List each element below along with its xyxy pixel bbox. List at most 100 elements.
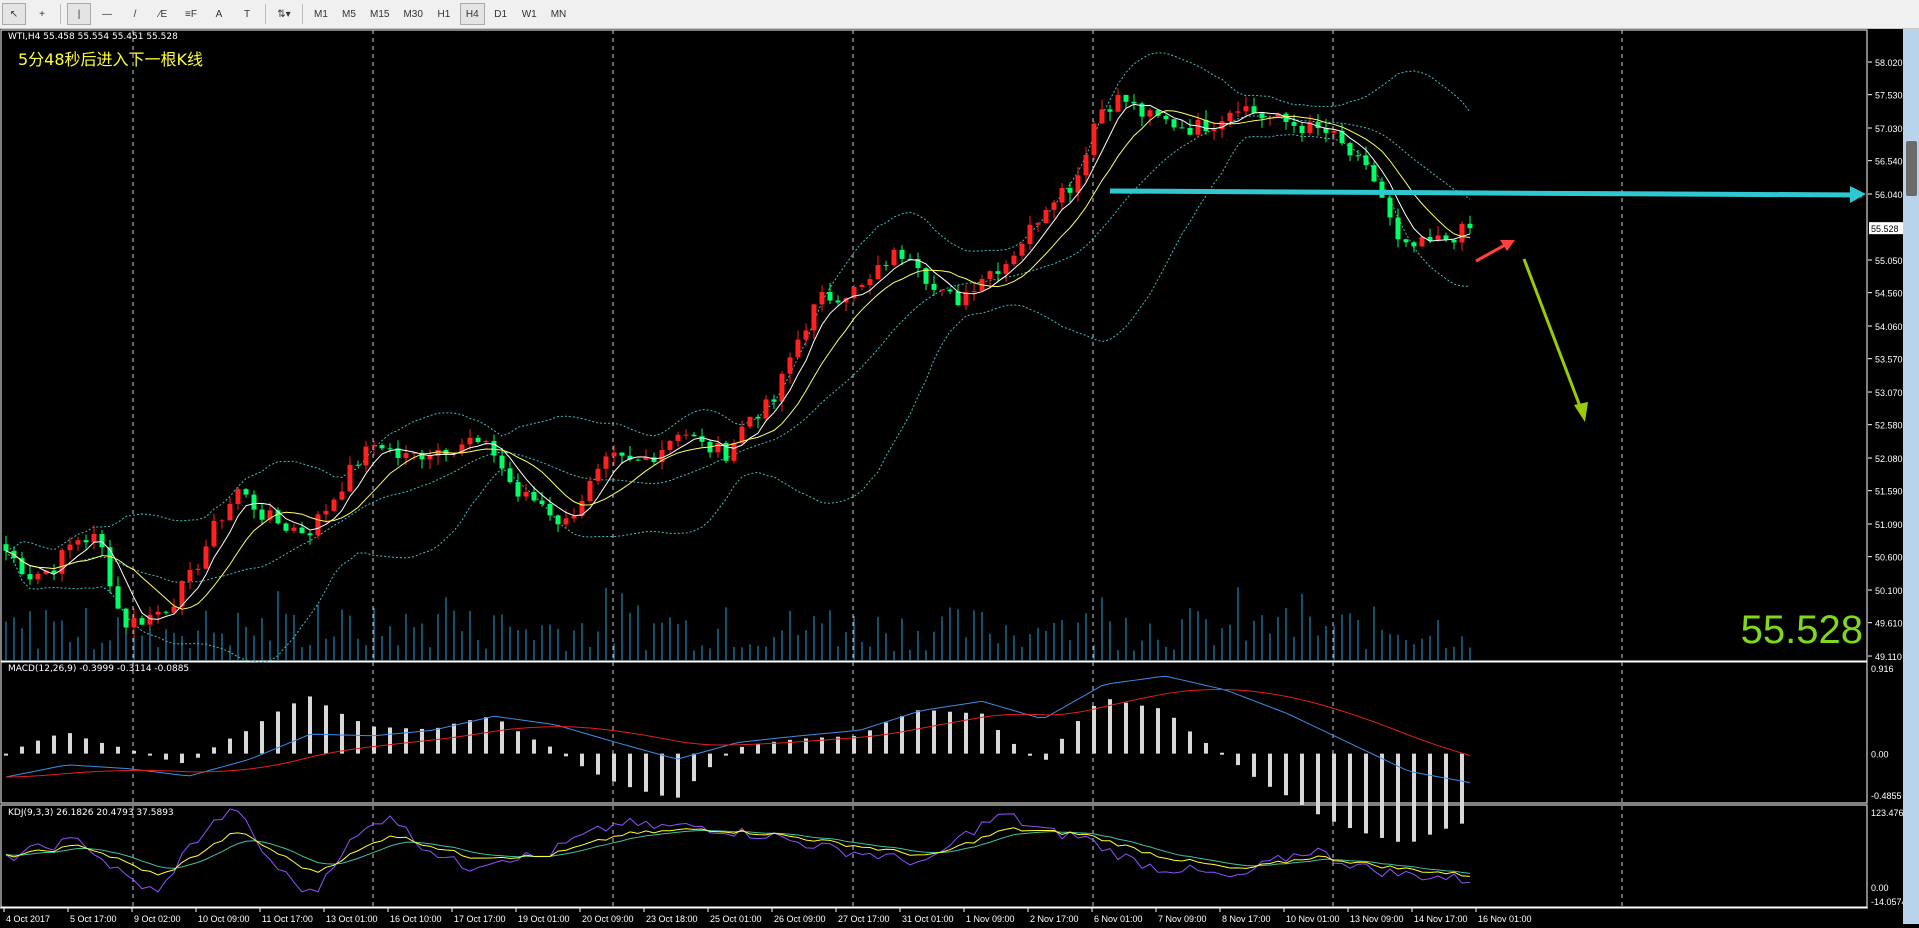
candle-body [475,437,481,442]
candle-body [19,558,25,575]
crosshair-tool-button[interactable]: + [30,3,54,25]
candle-body [787,357,793,374]
candle-body [435,449,441,456]
timeframe-h4[interactable]: H4 [459,3,485,25]
trendline-tool-button[interactable]: / [123,3,147,25]
candle-body [875,265,881,280]
macd-histogram-bar [676,753,680,798]
timeframe-m1[interactable]: M1 [314,8,328,20]
macd-histogram-bar [260,721,264,754]
horizontal-line-icon: — [102,8,112,20]
kdj-pane-frame [0,804,1868,908]
candle-body [715,442,721,453]
candle-body [635,459,641,461]
macd-histogram-bar [1172,717,1176,754]
candle-body [1091,123,1097,155]
macd-histogram-bar [132,750,136,754]
candle-body [1099,109,1105,124]
price-axis-label: 51.590 [1875,487,1903,497]
macd-histogram-bar [148,753,152,756]
moving-average-slow [5,110,1471,610]
horizontal-line-tool-button[interactable]: — [95,3,119,25]
arrows-tool-button[interactable]: ⇅▾ [272,3,296,25]
candle-body [1027,224,1033,244]
macd-axis-label: 0.00 [1871,750,1889,760]
scrollbar-thumb[interactable] [1906,141,1917,196]
candle-body [1115,94,1121,112]
macd-histogram-bar [1236,753,1240,766]
timeframe-m30[interactable]: M30 [403,8,423,20]
macd-histogram-bar [1124,702,1128,754]
candle-body [67,544,73,551]
timeframe-w1[interactable]: W1 [521,8,537,20]
macd-histogram-bar [804,738,808,754]
text-tool-button[interactable]: A [207,3,231,25]
macd-histogram-bar [324,705,328,754]
fibonacci-tool-button[interactable]: ≡F [179,3,203,25]
candle-body [1435,235,1441,241]
candle-body [1387,197,1393,218]
candle-body [611,452,617,457]
candle-body [403,453,409,458]
vertical-line-tool-button[interactable]: | [67,3,91,25]
cursor-tool-button[interactable]: ↖ [2,3,26,25]
candle-body [883,265,889,267]
vertical-scrollbar[interactable] [1903,29,1919,924]
macd-histogram-bar [660,753,664,796]
candle-body [651,457,657,462]
macd-histogram-bar [548,746,552,754]
kdj-k-line [5,827,1471,877]
macd-histogram-bar [996,730,1000,754]
macd-histogram-bar [564,753,568,757]
candle-body [1443,235,1449,240]
candle-body [667,440,673,450]
candle-body [3,544,9,551]
candle-body [1275,113,1281,118]
macd-histogram-bar [52,735,56,754]
candle-body [283,523,289,531]
macd-histogram-bar [84,738,88,754]
current-price-tag [1869,222,1903,235]
candle-body [243,489,249,495]
chart-window[interactable]: 55.528 58.020 57.530 57.030 56.540 56.040 55.0… [0,29,1909,924]
candle-body [1155,110,1161,116]
macd-histogram-bar [1252,753,1256,777]
text-label-tool-button[interactable]: T [235,3,259,25]
candle-body [627,455,633,460]
candle-body [459,444,465,453]
timeframe-h1[interactable]: H1 [437,8,451,20]
macd-histogram-bar [452,723,456,754]
candle-body [331,499,337,511]
timeframe-m15[interactable]: M15 [370,8,390,20]
candle-body [147,614,153,625]
equidistant-channel-tool-button[interactable]: ∕E [151,3,175,25]
candle-body [1019,243,1025,256]
macd-histogram-bar [708,753,712,768]
macd-histogram-bar [836,736,840,754]
chart-canvas[interactable]: 55.528 58.020 57.530 57.030 56.540 56.040 55.0… [0,29,1909,924]
candle-body [683,434,689,436]
price-axis-label: 56.040 [1875,190,1903,200]
macd-histogram-bar [1332,753,1336,822]
timeframe-m5[interactable]: M5 [342,8,356,20]
candle-body [1283,113,1289,123]
timeframe-d1[interactable]: D1 [494,8,508,20]
candle-body [291,527,297,531]
candle-body [59,550,65,574]
text-icon: A [215,8,223,20]
price-axis-label: 55.050 [1875,256,1903,266]
forecast-arrowhead [1574,402,1588,422]
candle-body [1299,125,1305,133]
equidistant-channel-icon: ∕E [158,8,168,20]
candle-body [1075,175,1081,193]
time-axis-label: 6 Nov 01:00 [1094,914,1143,924]
candle-body [1131,101,1137,104]
candle-body [771,399,777,402]
candle-body [299,527,305,534]
timeframe-mn[interactable]: MN [550,8,567,20]
macd-histogram-bar [468,720,472,754]
candle-body [1003,264,1009,274]
candle-body [203,546,209,569]
arrows-icon: ⇅▾ [277,8,291,20]
candle-body [371,445,377,447]
